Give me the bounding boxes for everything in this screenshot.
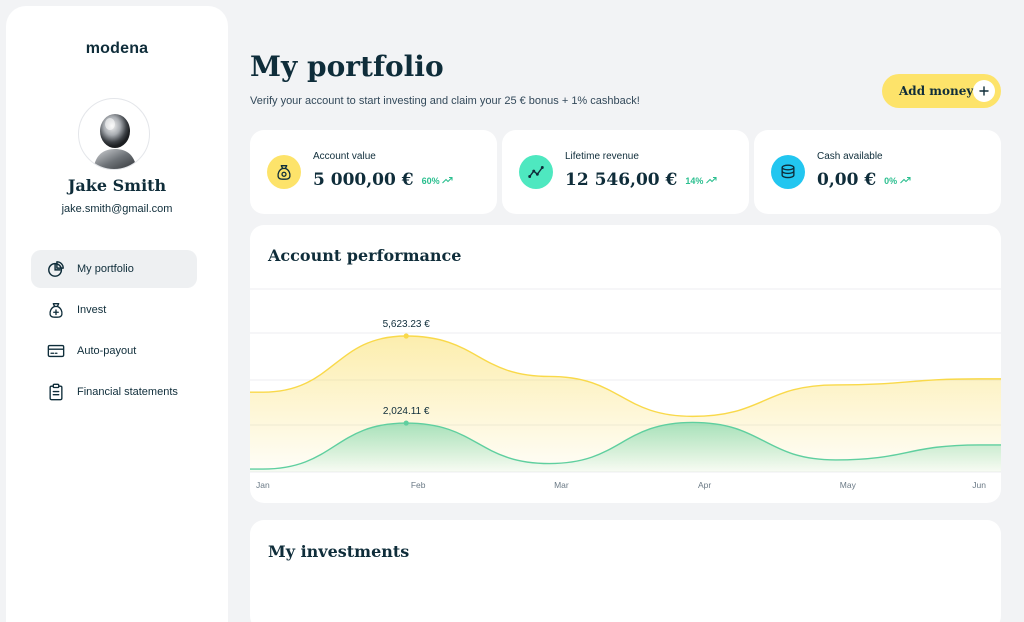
trend-up-icon	[706, 176, 717, 183]
pie-chart-icon	[48, 261, 64, 277]
stat-change-percent: 60%	[421, 175, 440, 186]
stat-change-percent: 14%	[685, 175, 704, 186]
logo[interactable]: modena	[85, 40, 149, 57]
stat-amount: 12 546,00 €	[565, 170, 678, 190]
avatar[interactable]	[78, 98, 150, 170]
trend-up-icon	[899, 176, 911, 183]
sidebar: modena Jake Smith jake.smith@gma	[6, 6, 228, 622]
sidebar-item-invest[interactable]: Invest	[31, 291, 197, 329]
avatar-image	[93, 114, 137, 169]
stat-card-cash-available: Cash available 0,00 € 0%	[754, 130, 1001, 214]
sidebar-item-label: Financial statements	[77, 386, 178, 398]
series-line-1[interactable]	[250, 421, 1001, 470]
data-label: 5,623.23 €	[383, 319, 431, 330]
investments-title: My investments	[268, 542, 410, 561]
clipboard-icon	[49, 383, 63, 401]
sidebar-item-financial-statements[interactable]: Financial statements	[31, 373, 197, 411]
stat-change: 60%	[422, 176, 454, 186]
stat-label: Cash available	[817, 151, 883, 162]
sidebar-item-auto-payout[interactable]: Auto-payout	[31, 332, 197, 370]
stat-amount: 5 000,00 €	[313, 170, 414, 190]
performance-chart[interactable]: 5,623.23 € 2,024.11 € Jan Feb Mar Apr May Jun	[250, 225, 1001, 503]
trend-line-icon	[519, 155, 553, 189]
x-tick-label: Jan	[256, 480, 270, 490]
x-tick-label: Mar	[554, 480, 569, 490]
coins-stack-icon	[771, 155, 805, 189]
sidebar-item-my-portfolio[interactable]: My portfolio	[31, 250, 197, 288]
x-tick-label: Apr	[698, 480, 711, 490]
plus-icon	[973, 80, 995, 102]
sidebar-item-label: Auto-payout	[77, 345, 137, 357]
x-tick-label: May	[840, 480, 857, 490]
stat-card-lifetime-revenue: Lifetime revenue 12 546,00 € 14%	[502, 130, 749, 214]
stat-value: 0,00 € 0%	[817, 170, 911, 190]
sidebar-item-label: My portfolio	[77, 263, 134, 275]
credit-card-icon	[47, 344, 65, 358]
my-investments-card: My investments	[250, 520, 1001, 622]
highlight-point[interactable]	[403, 420, 409, 426]
account-performance-card: Account performance 5,623.23 € 2,024.11 €…	[250, 225, 1001, 503]
data-label: 2,024.11 €	[383, 406, 430, 417]
page-title: My portfolio	[250, 50, 444, 83]
stat-card-account-value: Account value 5 000,00 € 60%	[250, 130, 497, 214]
series-area-1	[250, 422, 1001, 472]
stat-amount: 0,00 €	[817, 170, 877, 190]
stat-value: 12 546,00 € 14%	[565, 170, 717, 190]
stat-change-percent: 0%	[884, 175, 898, 186]
money-bag-plus-icon	[49, 303, 63, 318]
stat-change: 14%	[685, 176, 717, 186]
x-tick-label: Jun	[972, 480, 986, 490]
stat-label: Lifetime revenue	[565, 151, 639, 162]
x-tick-label: Feb	[411, 480, 426, 490]
user-name: Jake Smith	[67, 176, 167, 195]
stat-label: Account value	[313, 151, 376, 162]
trend-up-icon	[442, 176, 453, 183]
money-bag-icon	[267, 155, 301, 189]
highlight-point[interactable]	[403, 333, 409, 339]
verification-notice: Verify your account to start investing a…	[250, 95, 640, 107]
stat-value: 5 000,00 € 60%	[313, 170, 453, 190]
performance-title: Account performance	[268, 246, 462, 265]
sidebar-item-label: Invest	[77, 304, 107, 316]
sidebar-nav: My portfolio Invest Auto-payout	[31, 250, 197, 414]
stat-change: 0%	[884, 176, 911, 186]
user-email: jake.smith@gmail.com	[61, 203, 173, 215]
add-money-button[interactable]: Add money	[882, 74, 1001, 108]
series-line-0[interactable]	[250, 335, 1001, 418]
add-money-label: Add money	[899, 84, 974, 98]
